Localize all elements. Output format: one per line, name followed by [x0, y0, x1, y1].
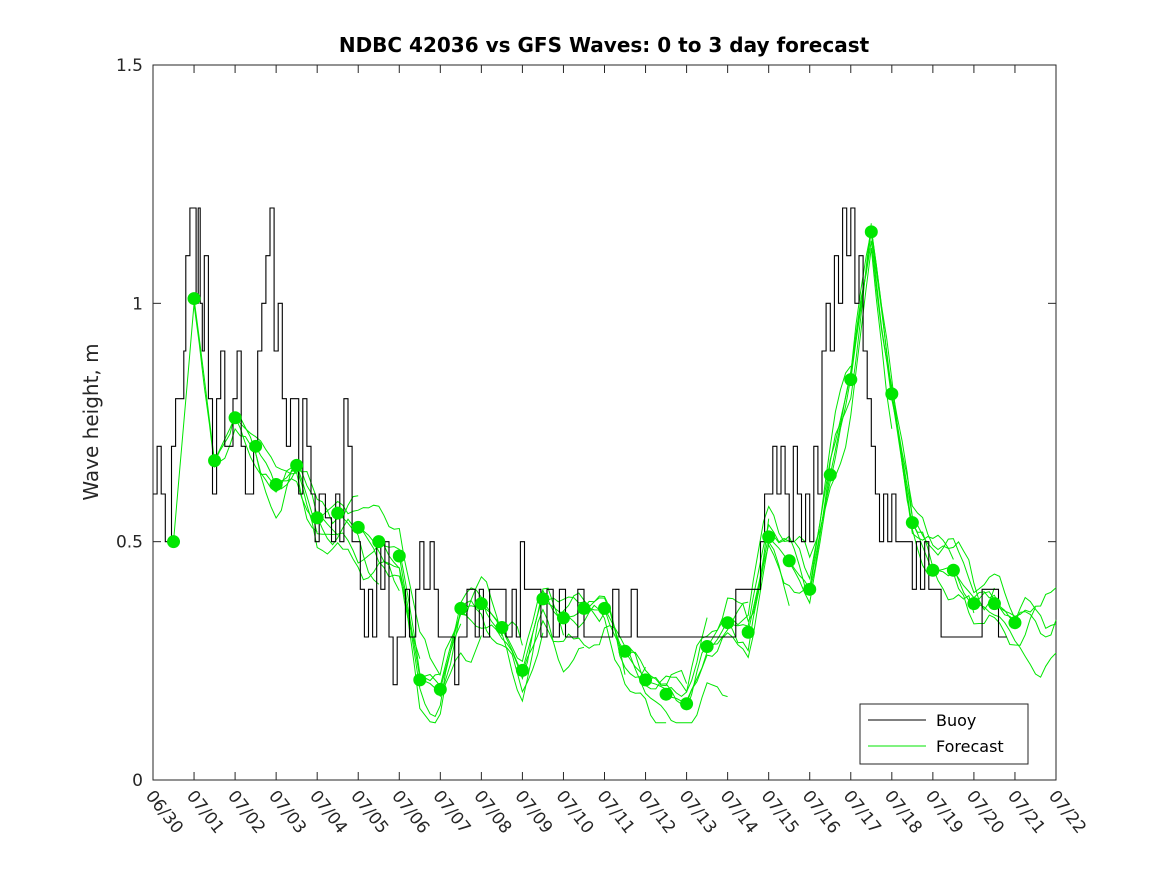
legend-box [859, 703, 1029, 765]
forecast-marker [905, 516, 919, 530]
forecast-marker [515, 663, 529, 677]
forecast-marker [433, 682, 447, 696]
forecast-marker [741, 625, 755, 639]
forecast-marker [618, 644, 632, 658]
legend: Buoy Forecast [859, 703, 1029, 765]
forecast-marker [782, 554, 796, 568]
forecast-marker [987, 597, 1001, 611]
forecast-run-line [994, 587, 1057, 617]
y-tick-label: 1 [132, 294, 143, 314]
forecast-marker [885, 387, 899, 401]
forecast-marker [228, 411, 242, 425]
forecast-marker [598, 601, 611, 615]
forecast-marker [392, 549, 406, 563]
forecast-marker [680, 697, 694, 711]
legend-buoy-label: Buoy [936, 711, 976, 730]
forecast-run-line [357, 526, 482, 724]
buoy-layer [153, 207, 1007, 686]
forecast-run-line [829, 228, 954, 560]
plot-area [152, 64, 1057, 781]
forecast-marker [864, 225, 878, 239]
marker-layer [167, 225, 1022, 711]
forecast-marker [331, 506, 345, 520]
forecast-marker [351, 520, 365, 534]
forecast-marker [946, 563, 960, 577]
forecast-marker [536, 592, 550, 606]
forecast-run-line [952, 570, 1057, 638]
forecast-marker [967, 597, 981, 611]
forecast-marker [823, 468, 837, 482]
forecast-marker [249, 439, 263, 453]
forecast-marker [721, 616, 735, 630]
forecast-marker [208, 454, 222, 468]
buoy-series-line [153, 207, 1007, 686]
forecast-marker [187, 292, 201, 306]
forecast-marker [762, 530, 776, 544]
forecast-marker [639, 673, 653, 687]
forecast-marker [474, 597, 488, 611]
legend-forecast-label: Forecast [936, 737, 1004, 756]
forecast-marker [577, 601, 591, 615]
forecast-marker [310, 511, 324, 525]
forecast-marker [1008, 616, 1022, 630]
forecast-run-line [317, 500, 441, 676]
forecast-marker [844, 373, 858, 387]
forecast-marker [700, 640, 714, 654]
y-tick-label: 0.5 [116, 533, 143, 553]
forecast-run-line [973, 603, 1057, 678]
y-tick-label: 1.5 [116, 56, 143, 76]
forecast-marker [269, 477, 283, 491]
forecast-marker [290, 458, 304, 472]
forecast-run-line [419, 599, 544, 698]
chart-title: NDBC 42036 vs GFS Waves: 0 to 3 day fore… [339, 33, 870, 57]
forecast-marker [926, 563, 940, 577]
forecast-marker [372, 535, 386, 549]
y-axis-label: Wave height, m [79, 343, 103, 500]
forecast-run-line [378, 541, 503, 682]
forecast-marker [803, 582, 817, 596]
forecast-marker [495, 620, 509, 634]
forecast-marker [659, 687, 673, 701]
forecast-marker [556, 611, 570, 625]
y-tick-label: 0 [132, 771, 143, 791]
forecast-marker [454, 601, 468, 615]
forecast-marker [413, 673, 427, 687]
forecast-marker [167, 535, 181, 549]
